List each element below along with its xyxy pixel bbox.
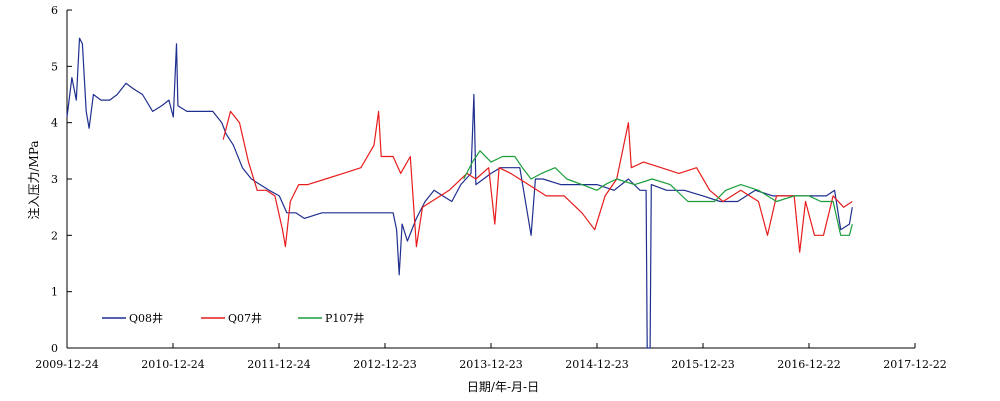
y-tick-label: 2 — [51, 229, 58, 242]
x-tick-label: 2010-12-24 — [141, 358, 204, 371]
x-axis-title: 日期/年-月-日 — [467, 380, 539, 394]
x-tick-label: 2014-12-23 — [565, 358, 628, 371]
x-tick-label: 2011-12-24 — [247, 358, 310, 371]
y-tick-label: 3 — [51, 173, 58, 186]
series-layer — [66, 37, 853, 349]
x-tick-label: 2017-12-22 — [883, 358, 946, 371]
legend: Q08井 Q07井 P107井 — [102, 311, 364, 325]
y-axis-title: 注入压力/MPa — [26, 140, 41, 219]
y-tick-label: 5 — [51, 60, 58, 73]
y-tick-label: 0 — [51, 342, 58, 355]
legend-label: Q07井 — [228, 311, 262, 325]
x-tick-label: 2013-12-23 — [459, 358, 522, 371]
series-line-3 — [463, 150, 853, 236]
x-tick-label: 2015-12-23 — [671, 358, 734, 371]
y-tick-label: 6 — [51, 4, 58, 17]
y-tick-label: 1 — [51, 286, 58, 299]
legend-label: P107井 — [325, 311, 364, 325]
axes: 0 1 2 3 4 5 6 2009-12-24 2010-12-24 2011-12-24 201… — [35, 4, 946, 371]
series-line-1 — [66, 37, 853, 349]
series-line-2 — [222, 110, 853, 253]
x-tick-label: 2012-12-23 — [353, 358, 416, 371]
y-tick-label: 4 — [51, 117, 58, 130]
legend-label: Q08井 — [129, 311, 163, 325]
x-tick-label: 2009-12-24 — [35, 358, 98, 371]
x-tick-label: 2016-12-22 — [777, 358, 840, 371]
